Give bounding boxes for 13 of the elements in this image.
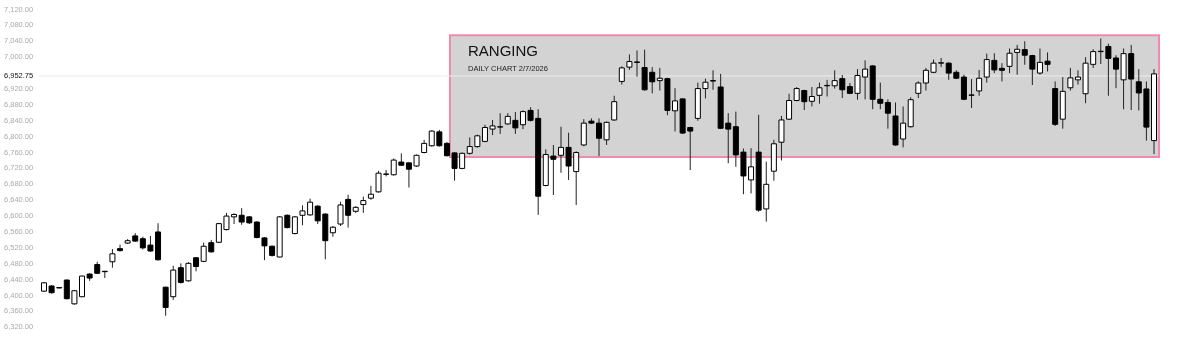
candlestick	[976, 69, 983, 97]
candlestick	[367, 185, 374, 201]
candlestick	[1014, 44, 1021, 76]
candlestick	[329, 225, 336, 238]
candlestick	[1006, 47, 1013, 74]
candlestick	[109, 248, 116, 269]
candlestick	[611, 95, 618, 122]
candlestick	[808, 86, 815, 107]
band-label: RANGING	[468, 42, 539, 60]
candlestick	[884, 98, 891, 130]
candlestick	[816, 82, 823, 105]
candlestick	[998, 62, 1005, 82]
candlestick	[710, 69, 717, 91]
